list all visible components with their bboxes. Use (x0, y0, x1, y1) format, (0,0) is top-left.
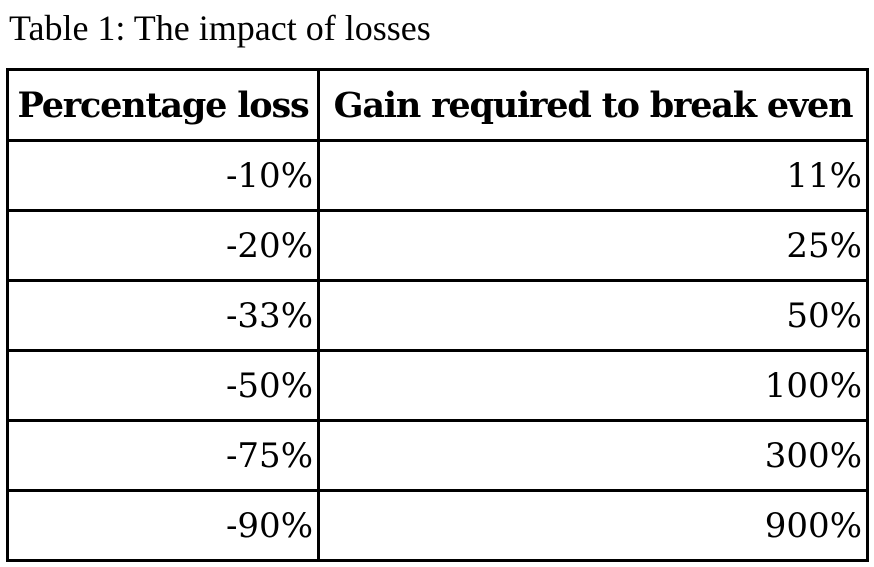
gain-required-cell: 11% (317, 139, 869, 212)
loss-table: Percentage loss Gain required to break e… (6, 68, 869, 562)
table-row: -90% 900% (6, 489, 869, 562)
table-row: -20% 25% (6, 209, 869, 282)
header-row: Percentage loss Gain required to break e… (6, 68, 869, 142)
percentage-loss-cell: -33% (6, 279, 320, 352)
header-percentage-loss: Percentage loss (6, 68, 320, 142)
table-caption: Table 1: The impact of losses (9, 8, 431, 48)
gain-required-cell: 900% (317, 489, 869, 562)
table-header: Percentage loss Gain required to break e… (6, 68, 869, 142)
table-row: -10% 11% (6, 139, 869, 212)
percentage-loss-cell: -20% (6, 209, 320, 282)
percentage-loss-cell: -50% (6, 349, 320, 422)
gain-required-cell: 25% (317, 209, 869, 282)
table-body: -10% 11% -20% 25% -33% 50% -50% 100% -75… (6, 139, 869, 562)
gain-required-cell: 300% (317, 419, 869, 492)
table-row: -75% 300% (6, 419, 869, 492)
table-row: -33% 50% (6, 279, 869, 352)
percentage-loss-cell: -90% (6, 489, 320, 562)
table-row: -50% 100% (6, 349, 869, 422)
percentage-loss-cell: -10% (6, 139, 320, 212)
gain-required-cell: 100% (317, 349, 869, 422)
gain-required-cell: 50% (317, 279, 869, 352)
header-gain-required: Gain required to break even (317, 68, 869, 142)
percentage-loss-cell: -75% (6, 419, 320, 492)
